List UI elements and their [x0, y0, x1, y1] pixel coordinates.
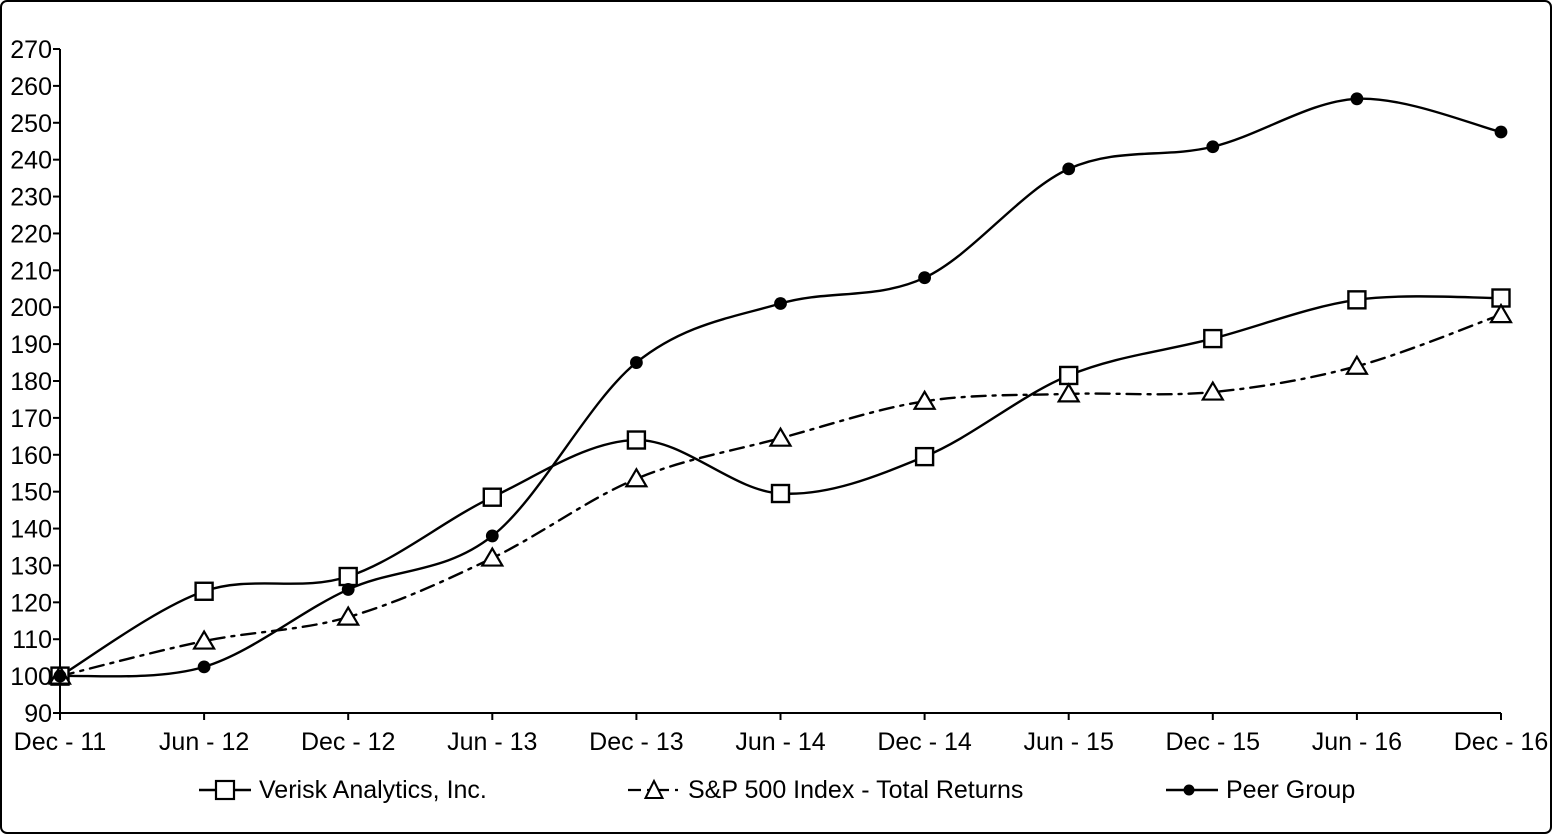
y-axis-label: 150 — [10, 479, 52, 507]
marker-triangle — [1489, 302, 1513, 324]
marker-triangle — [1344, 354, 1369, 375]
y-axis-label: 160 — [10, 442, 52, 470]
y-axis-label: 240 — [10, 147, 52, 175]
y-axis-label: 260 — [10, 73, 52, 101]
legend-marker-circle-icon — [1166, 784, 1218, 796]
y-axis-label: 220 — [10, 220, 52, 248]
y-axis-label: 130 — [10, 552, 52, 580]
marker-circle — [1494, 125, 1508, 139]
marker-square — [1347, 290, 1367, 310]
x-axis-label: Jun - 13 — [447, 728, 537, 756]
marker-square — [1058, 365, 1079, 386]
marker-circle — [1350, 92, 1364, 106]
y-axis-label: 250 — [10, 110, 52, 138]
legend-marker-triangle-icon — [628, 778, 680, 799]
y-axis-label: 180 — [10, 368, 52, 396]
legend-marker-square-icon — [199, 779, 251, 801]
y-axis-label: 210 — [10, 257, 52, 285]
marker-square — [914, 446, 935, 467]
y-axis-label: 100 — [10, 663, 52, 691]
marker-square — [1203, 328, 1223, 349]
legend-item-peer: Peer Group — [1165, 774, 1355, 806]
marker-triangle — [624, 467, 649, 488]
marker-triangle — [480, 546, 505, 567]
y-axis-label: 230 — [10, 184, 52, 212]
x-axis-label: Dec - 14 — [877, 728, 972, 756]
marker-circle — [774, 297, 787, 310]
marker-triangle — [192, 629, 217, 650]
x-axis-label: Jun - 15 — [1024, 728, 1114, 756]
marker-circle — [1206, 140, 1220, 154]
y-axis-label: 200 — [10, 294, 52, 322]
marker-triangle — [1056, 382, 1081, 403]
legend-label-peer: Peer Group — [1226, 775, 1356, 804]
x-axis-label: Dec - 13 — [589, 728, 683, 756]
y-axis-label: 270 — [10, 36, 52, 64]
legend-label-verisk: Verisk Analytics, Inc. — [259, 775, 487, 804]
y-axis-label: 120 — [10, 589, 52, 617]
marker-circle — [53, 669, 67, 683]
marker-circle — [341, 583, 355, 596]
marker-circle — [1062, 162, 1076, 176]
marker-square — [338, 566, 358, 587]
marker-circle — [918, 271, 931, 285]
y-axis-label: 110 — [12, 626, 52, 654]
marker-triangle — [768, 426, 793, 447]
marker-square — [770, 483, 791, 504]
marker-square — [194, 581, 214, 601]
x-axis-label: Dec - 16 — [1454, 728, 1548, 756]
x-axis-label: Jun - 14 — [735, 728, 825, 756]
marker-triangle — [1200, 380, 1225, 401]
marker-triangle — [336, 605, 361, 626]
legend-label-sp500: S&P 500 Index - Total Returns — [688, 775, 1024, 804]
y-axis-label: 90 — [24, 700, 52, 728]
marker-circle — [197, 660, 211, 674]
y-axis-label: 190 — [10, 331, 52, 359]
x-axis-label: Dec - 15 — [1166, 728, 1260, 756]
marker-circle — [485, 529, 499, 543]
y-axis-label: 140 — [10, 516, 52, 544]
marker-triangle — [912, 389, 937, 410]
marker-circle — [630, 356, 643, 369]
series-line-2 — [58, 97, 1503, 678]
x-axis-label: Jun - 16 — [1312, 728, 1402, 756]
marker-square — [626, 430, 647, 450]
x-axis-label: Dec - 12 — [301, 728, 395, 756]
y-axis-label: 170 — [10, 405, 52, 433]
legend-item-sp500: S&P 500 Index - Total Returns — [627, 774, 1023, 806]
x-axis-label: Jun - 12 — [159, 728, 249, 756]
marker-square — [482, 487, 502, 507]
x-axis-label: Dec - 11 — [14, 728, 107, 756]
legend-item-verisk: Verisk Analytics, Inc. — [198, 774, 487, 806]
